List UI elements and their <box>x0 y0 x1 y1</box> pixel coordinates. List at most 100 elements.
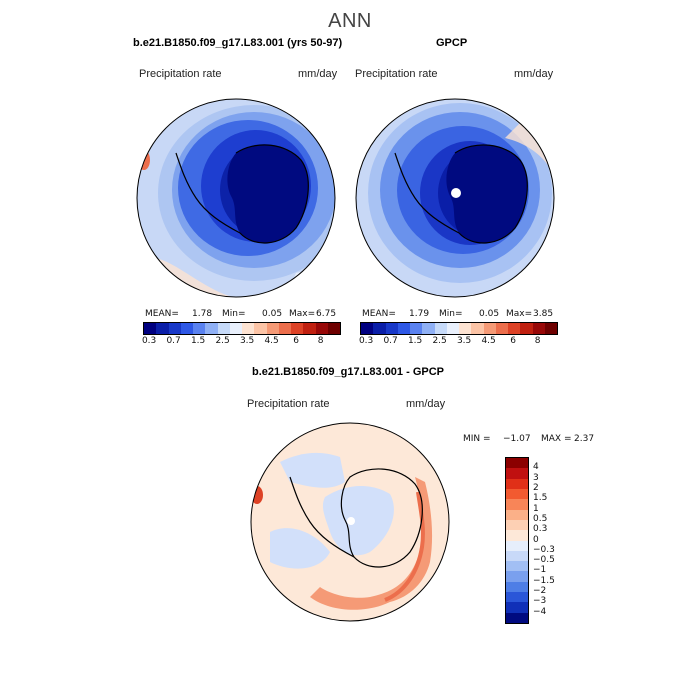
panel-model-colorbar <box>143 322 341 335</box>
panel-obs-colorbar-swatch <box>532 323 545 334</box>
panel-model-colorbar-tick-label: 4.5 <box>264 336 279 346</box>
panel-model-colorbar-swatch <box>291 323 304 334</box>
panel-diff-colorbar-tick-label: −1.5 <box>533 575 555 586</box>
panel-diff-colorbar-swatch <box>506 612 528 623</box>
panel-obs-colorbar-swatch <box>495 323 508 334</box>
panel-model-map <box>136 98 336 298</box>
panel-obs-colorbar-swatch <box>471 323 484 334</box>
panel-diff-title: b.e21.B1850.f09_g17.L83.001 - GPCP <box>252 366 444 378</box>
panel-obs-colorbar-tick-label: 6 <box>510 336 516 346</box>
panel-diff-max-value: 2.37 <box>574 434 595 444</box>
panel-model-colorbar-swatch <box>205 323 218 334</box>
panel-diff-colorbar-swatch <box>506 581 528 593</box>
panel-diff-colorbar <box>505 457 529 624</box>
panel-model-mean-value: 1.78 <box>192 309 213 319</box>
panel-model-min-value: 0.05 <box>262 309 283 319</box>
panel-diff-colorbar-tick-label: −3 <box>533 596 547 607</box>
panel-diff-colorbar-swatch <box>506 499 528 510</box>
panel-diff-colorbar-swatch <box>506 519 528 531</box>
panel-diff-colorbar-tick-label: 1.5 <box>533 493 548 504</box>
panel-model-colorbar-tick-label: 2.5 <box>215 336 230 346</box>
panel-diff-variable-label: Precipitation rate <box>247 398 330 410</box>
panel-model-colorbar-tick-label: 0.7 <box>166 336 181 346</box>
panel-model-colorbar-tick-label: 1.5 <box>190 336 206 346</box>
panel-obs-colorbar-tick-label: 1.5 <box>407 336 423 346</box>
panel-diff-colorbar-swatch <box>506 540 528 551</box>
panel-diff-colorbar-swatch <box>506 550 528 562</box>
panel-model-colorbar-swatch <box>144 323 157 334</box>
panel-obs-colorbar-swatch <box>373 323 386 334</box>
panel-diff-map <box>250 422 450 622</box>
panel-diff-colorbar-tick-label: 0.5 <box>533 513 548 524</box>
panel-model-colorbar-swatch <box>303 323 316 334</box>
panel-obs-colorbar-swatch <box>434 323 447 334</box>
panel-diff-colorbar-tick-label: −4 <box>533 606 547 617</box>
panel-diff-min-value: −1.07 <box>503 434 531 444</box>
panel-model-title: b.e21.B1850.f09_g17.L83.001 (yrs 50-97) <box>133 37 343 49</box>
panel-diff-colorbar-swatch <box>506 530 528 541</box>
panel-diff-colorbar-swatch <box>506 488 528 500</box>
panel-model-colorbar-swatch <box>266 323 279 334</box>
panel-obs-mean-label: MEAN= <box>362 309 396 319</box>
panel-obs-min-value: 0.05 <box>479 309 500 319</box>
panel-model-colorbar-swatch <box>156 323 169 334</box>
figure-title: ANN <box>328 10 372 32</box>
panel-obs-map <box>355 98 555 298</box>
panel-diff-colorbar-tick-label: −1 <box>533 565 547 576</box>
panel-model-max-value: 6.75 <box>316 309 337 319</box>
panel-model-colorbar-swatch <box>217 323 230 334</box>
panel-model-colorbar-swatch <box>278 323 291 334</box>
panel-obs-colorbar-swatch <box>520 323 533 334</box>
panel-obs-colorbar-swatch <box>361 323 374 334</box>
panel-obs-colorbar-swatch <box>385 323 398 334</box>
panel-diff-colorbar-swatch <box>506 478 528 489</box>
panel-diff-colorbar-tick-label: −2 <box>533 586 547 597</box>
panel-obs-colorbar-tick-label: 0.3 <box>358 336 374 346</box>
panel-obs-colorbar-swatch <box>422 323 435 334</box>
panel-diff-colorbar-tick-label: 1 <box>533 503 539 514</box>
panel-obs-colorbar-swatch <box>459 323 472 334</box>
panel-diff-colorbar-swatch <box>506 592 528 603</box>
panel-model-colorbar-swatch <box>315 323 328 334</box>
panel-diff-colorbar-tick-label: 0 <box>533 534 539 545</box>
panel-obs-title: GPCP <box>436 37 468 49</box>
panel-diff-colorbar-swatch <box>506 571 528 582</box>
panel-model-colorbar-tick-label: 0.3 <box>141 336 157 346</box>
panel-diff-colorbar-tick-label: −0.3 <box>533 544 555 555</box>
panel-model-colorbar-swatch <box>242 323 255 334</box>
panel-obs-colorbar-swatch <box>446 323 459 334</box>
panel-diff-colorbar-tick-label: −0.5 <box>533 555 555 566</box>
panel-model-colorbar-swatch <box>180 323 193 334</box>
panel-obs-colorbar-tick-label: 3.5 <box>456 336 472 346</box>
panel-obs-units-label: mm/day <box>514 68 554 80</box>
panel-diff-colorbar-swatch <box>506 509 528 520</box>
panel-model-colorbar-tick-label: 8 <box>317 336 324 346</box>
panel-obs-max-label: Max= <box>506 309 533 319</box>
panel-obs-colorbar-swatch <box>483 323 496 334</box>
panel-obs-colorbar-tick-label: 8 <box>534 336 541 346</box>
panel-obs-variable-label: Precipitation rate <box>355 68 438 80</box>
panel-obs-min-label: Min= <box>439 309 463 319</box>
panel-model-colorbar-tick-label: 3.5 <box>239 336 255 346</box>
panel-model-max-label: Max= <box>289 309 316 319</box>
panel-diff-colorbar-tick-label: 0.3 <box>533 524 548 535</box>
panel-diff-units-label: mm/day <box>406 398 446 410</box>
panel-diff-min-label: MIN = <box>463 434 491 444</box>
panel-model-colorbar-swatch <box>327 323 340 334</box>
panel-model-units-label: mm/day <box>298 68 338 80</box>
panel-model-colorbar-swatch <box>254 323 267 334</box>
panel-obs-colorbar-tick-label: 0.7 <box>383 336 398 346</box>
panel-model-colorbar-swatch <box>193 323 206 334</box>
panel-diff-colorbar-swatch <box>506 602 528 613</box>
panel-obs-colorbar <box>360 322 558 335</box>
panel-obs-colorbar-swatch <box>508 323 521 334</box>
panel-diff-colorbar-tick-label: 3 <box>533 472 539 483</box>
panel-model-mean-label: MEAN= <box>145 309 179 319</box>
panel-diff-colorbar-swatch <box>506 458 528 469</box>
panel-diff-colorbar-swatch <box>506 561 528 572</box>
panel-diff-max-label: MAX = <box>541 434 572 444</box>
panel-model-colorbar-swatch <box>168 323 181 334</box>
panel-diff-colorbar-tick-label: 4 <box>533 462 539 473</box>
panel-obs-colorbar-swatch <box>410 323 423 334</box>
